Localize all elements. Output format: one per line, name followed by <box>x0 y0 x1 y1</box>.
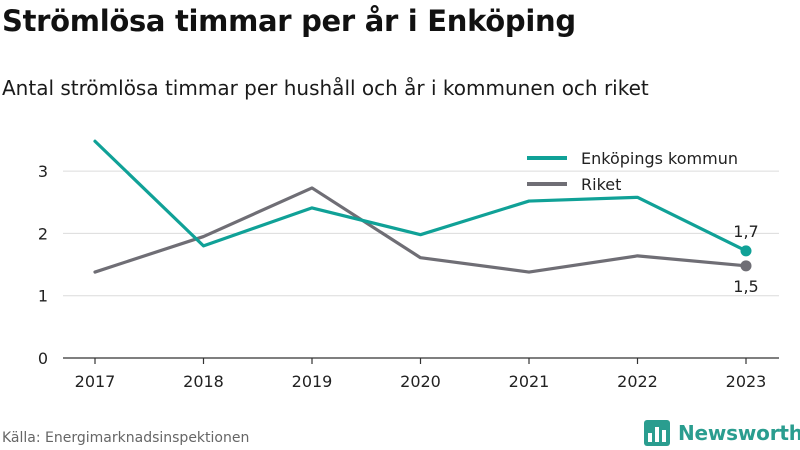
legend-label: Enköpings kommun <box>581 149 738 168</box>
x-tick-label: 2017 <box>75 372 116 391</box>
x-tick-label: 2018 <box>183 372 224 391</box>
y-tick-label: 3 <box>38 162 48 181</box>
data-label: 1,7 <box>733 222 758 241</box>
bar-chart-logo-icon <box>644 420 670 446</box>
end-point-marker <box>740 245 752 257</box>
brand-name: Newsworthy <box>678 421 800 445</box>
data-label: 1,5 <box>733 277 758 296</box>
x-tick-label: 2023 <box>726 372 767 391</box>
x-tick-label: 2021 <box>509 372 550 391</box>
x-tick-label: 2019 <box>292 372 333 391</box>
end-point-marker <box>740 260 752 272</box>
legend-label: Riket <box>581 175 621 194</box>
series-line <box>93 139 748 253</box>
y-tick-label: 1 <box>38 287 48 306</box>
chart-title: Strömlösa timmar per år i Enköping <box>2 4 576 38</box>
source-note: Källa: Energimarknadsinspektionen <box>2 430 250 446</box>
y-tick-label: 2 <box>38 224 48 243</box>
y-tick-label: 0 <box>38 349 48 368</box>
series-line <box>93 186 748 274</box>
chart-subtitle: Antal strömlösa timmar per hushåll och å… <box>2 76 649 100</box>
x-tick-label: 2020 <box>400 372 441 391</box>
brand-logo: Newsworthy <box>644 420 800 446</box>
x-tick-label: 2022 <box>617 372 658 391</box>
